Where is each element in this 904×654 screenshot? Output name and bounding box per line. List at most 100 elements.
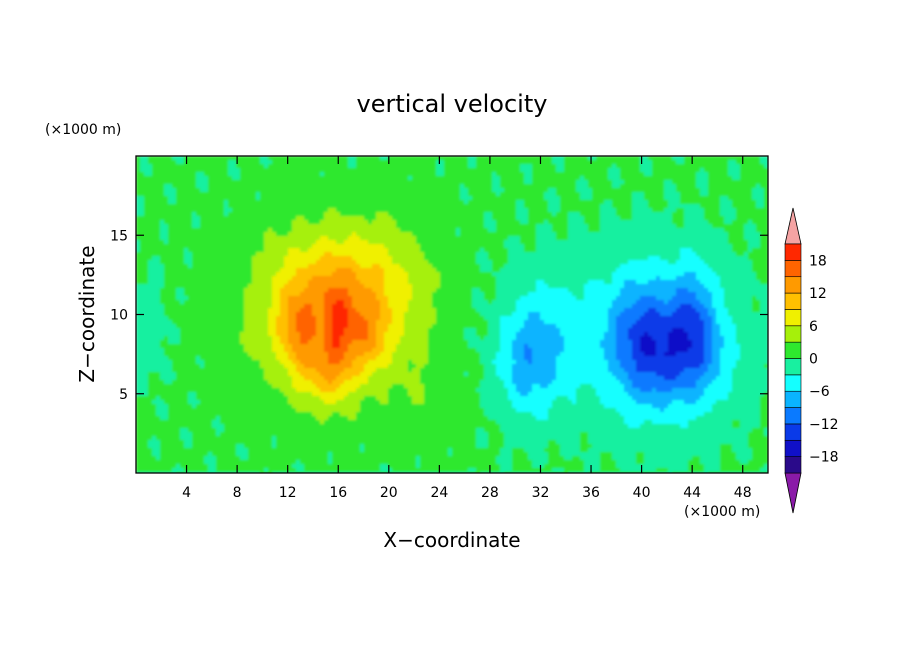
field-cell [556,324,609,329]
field-cell [532,412,549,417]
field-cell [380,264,401,269]
field-cell [176,288,185,293]
field-cell [564,168,609,173]
field-cell [604,280,613,285]
field-cell [264,164,269,169]
field-cell [556,372,613,377]
field-cell [528,212,553,217]
field-cell [580,440,589,445]
field-cell [268,316,277,321]
field-cell [392,260,429,265]
field-cell [632,204,649,209]
field-cell [192,256,253,261]
field-cell [156,396,161,401]
field-cell [244,328,269,333]
field-cell [612,280,625,285]
field-cell [196,360,205,365]
field-cell [596,392,629,397]
field-cell [720,348,741,353]
field-cell [676,288,689,293]
field-cell [616,328,629,333]
field-cell [620,292,677,297]
field-cell [284,284,309,289]
field-cell [752,260,768,265]
field-cell [640,156,649,161]
field-cell [276,272,297,277]
field-cell [184,440,193,445]
field-cell [636,460,645,465]
field-cell [192,432,217,437]
chart-title: vertical velocity [357,90,548,118]
field-cell [552,224,569,229]
field-cell [552,468,565,473]
field-cell [512,348,525,353]
field-cell [272,288,281,293]
field-cell [136,268,149,273]
field-cell [188,264,193,269]
field-cell [664,352,677,357]
field-cell [756,272,768,277]
field-cell [532,360,557,365]
field-cell [384,280,409,285]
field-cell [548,188,557,193]
field-cell [432,300,473,305]
field-cell [280,308,289,313]
field-cell [548,284,585,289]
field-cell [640,296,657,301]
field-cell [580,444,593,449]
field-cell [556,368,609,373]
field-cell [424,388,477,393]
field-cell [272,296,281,301]
field-cell [712,324,721,329]
field-cell [580,456,601,461]
field-cell [468,164,477,169]
field-cell [264,236,321,241]
field-cell [348,392,389,397]
field-cell [584,460,601,465]
field-cell [712,328,721,333]
field-cell [708,192,753,197]
field-cell [556,188,577,193]
field-cell [276,328,289,333]
field-cell [520,240,537,245]
field-cell [140,248,185,253]
field-cell [580,192,593,197]
field-cell [176,160,185,165]
field-cell [616,296,641,301]
field-cell [304,364,353,369]
field-cell [288,324,297,329]
field-cell [468,468,477,473]
field-cell [340,212,377,217]
field-cell [252,268,281,273]
field-cell [280,388,297,393]
field-cell [348,316,365,321]
field-cell [604,352,617,357]
field-cell [412,360,429,365]
field-cell [484,368,497,373]
field-cell [224,208,233,213]
field-cell [184,256,193,261]
field-cell [480,360,493,365]
field-cell [684,272,697,277]
field-cell [616,352,633,357]
field-cell [352,376,369,381]
field-cell [348,308,357,313]
field-cell [412,296,433,301]
field-cell [620,364,637,369]
field-cell [340,336,369,341]
field-cell [136,388,149,393]
field-cell [636,456,645,461]
field-cell [520,296,577,301]
field-cell [360,444,365,449]
field-cell [632,352,645,357]
field-cell [448,452,453,457]
field-cell [388,464,417,469]
field-cell [568,236,729,241]
field-cell [592,444,721,449]
field-cell [560,352,605,357]
field-cell [372,348,385,353]
field-cell [684,160,729,165]
field-cell [136,172,145,177]
field-cell [392,384,405,389]
field-cell [720,212,737,217]
